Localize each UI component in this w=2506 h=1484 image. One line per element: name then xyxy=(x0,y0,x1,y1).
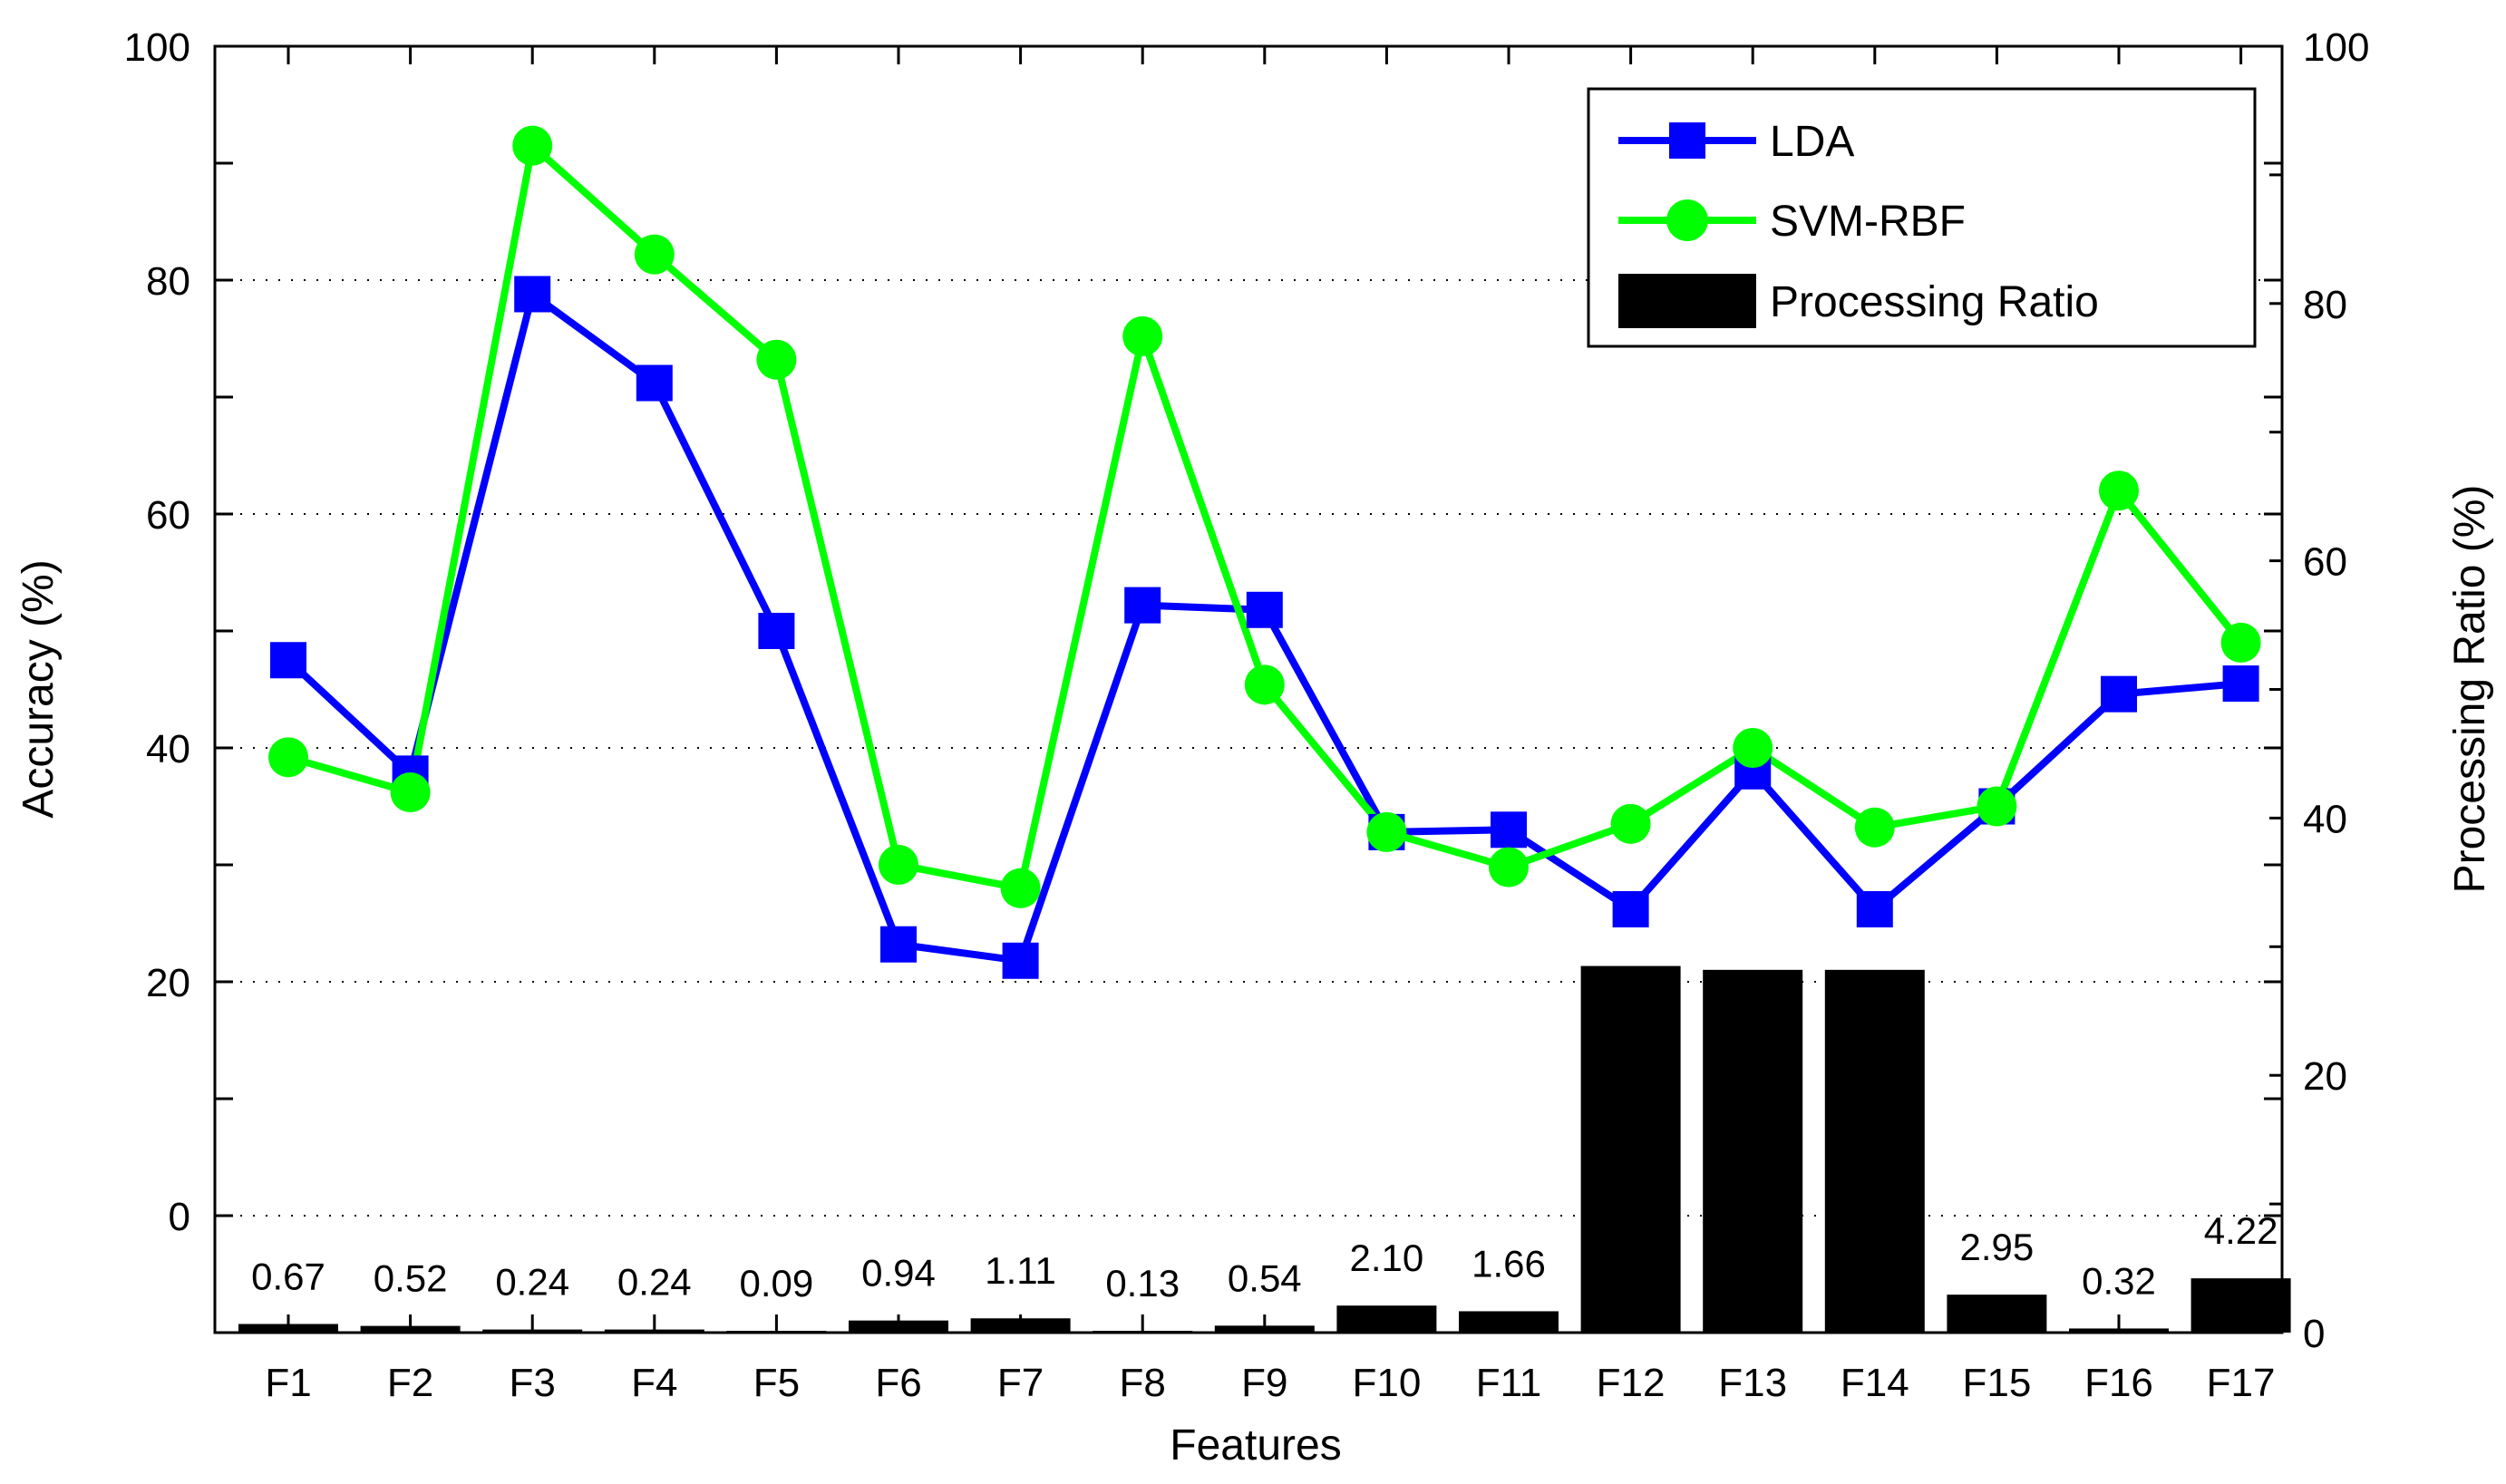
marker-svm-rbf-F1 xyxy=(268,737,308,778)
y-tick-label-left-20: 20 xyxy=(146,961,190,1005)
x-tick-label-F16: F16 xyxy=(2084,1361,2153,1405)
marker-svm-rbf-F8 xyxy=(1122,315,1163,356)
bar-label-F7: 1.11 xyxy=(985,1249,1056,1292)
bar-label-F1: 0.67 xyxy=(251,1255,325,1297)
markers xyxy=(268,125,2261,979)
marker-lda-F17 xyxy=(2222,665,2259,703)
x-tick-label-F14: F14 xyxy=(1841,1361,1909,1405)
legend-processing-swatch xyxy=(1618,274,1756,328)
marker-svm-rbf-F6 xyxy=(879,845,918,885)
legend: LDA SVM-RBF Processing Ratio xyxy=(1587,87,2257,348)
bar-label-F2: 0.52 xyxy=(374,1257,448,1300)
grid xyxy=(215,279,2282,1217)
y-tick-label-right-40: 40 xyxy=(2303,797,2347,841)
y-tick-label-left-80: 80 xyxy=(146,259,190,304)
marker-svm-rbf-F5 xyxy=(756,339,797,380)
bar-label-F8: 0.13 xyxy=(1105,1262,1180,1305)
y-tick-label-left-100: 100 xyxy=(124,25,190,70)
y-tick-label-right-60: 60 xyxy=(2303,540,2347,585)
y-axis-label-left: Accuracy (%) xyxy=(15,559,63,818)
y-tick-labels-right: 0 20 40 60 80 100 xyxy=(2303,25,2369,1356)
legend-lda-label: LDA xyxy=(1770,118,1854,166)
bar-F12 xyxy=(1580,965,1681,1333)
y-tick-label-left-0: 0 xyxy=(169,1195,190,1239)
x-tick-label-F17: F17 xyxy=(2207,1361,2276,1405)
x-tick-label-F15: F15 xyxy=(1962,1361,2031,1405)
x-tick-label-F2: F2 xyxy=(387,1361,433,1405)
bar-F14 xyxy=(1824,969,1925,1333)
y-tick-label-left-40: 40 xyxy=(146,727,190,771)
y-tick-label-right-100: 100 xyxy=(2303,25,2369,70)
x-tick-label-F11: F11 xyxy=(1476,1361,1542,1405)
x-tick-label-F3: F3 xyxy=(510,1361,556,1405)
x-tick-label-F4: F4 xyxy=(631,1361,677,1405)
marker-lda-F12 xyxy=(1612,891,1649,928)
bar-F13 xyxy=(1703,969,1803,1333)
marker-lda-F5 xyxy=(758,613,795,649)
y-tick-label-right-0: 0 xyxy=(2303,1312,2325,1356)
marker-lda-F1 xyxy=(270,642,306,679)
marker-lda-F8 xyxy=(1124,587,1161,624)
marker-lda-F9 xyxy=(1246,591,1283,628)
bar-label-F3: 0.24 xyxy=(495,1261,569,1304)
marker-lda-F11 xyxy=(1491,811,1527,849)
x-tick-label-F8: F8 xyxy=(1120,1361,1166,1405)
marker-svm-rbf-F10 xyxy=(1366,811,1407,852)
marker-svm-rbf-F12 xyxy=(1610,803,1651,844)
marker-lda-F6 xyxy=(880,926,917,963)
y-tick-label-right-20: 20 xyxy=(2303,1054,2347,1099)
marker-svm-rbf-F17 xyxy=(2220,622,2261,663)
bar-label-F11: 1.66 xyxy=(1472,1242,1546,1285)
y-tick-label-right-80: 80 xyxy=(2303,283,2347,327)
marker-svm-rbf-F7 xyxy=(1000,868,1041,908)
x-tick-label-F10: F10 xyxy=(1352,1361,1421,1405)
marker-svm-rbf-F16 xyxy=(2099,470,2139,511)
marker-lda-F14 xyxy=(1856,891,1893,928)
x-tick-label-F1: F1 xyxy=(265,1361,311,1405)
x-tick-label-F9: F9 xyxy=(1241,1361,1287,1405)
bar-label-F16: 0.32 xyxy=(2082,1259,2156,1302)
marker-svm-rbf-F2 xyxy=(390,772,431,813)
x-tick-label-F7: F7 xyxy=(997,1361,1044,1405)
legend-processing-label: Processing Ratio xyxy=(1770,278,2099,326)
legend-svm-marker xyxy=(1666,199,1708,241)
marker-lda-F16 xyxy=(2101,675,2137,713)
marker-lda-F7 xyxy=(1002,942,1039,979)
marker-lda-F3 xyxy=(514,276,551,313)
bar-label-F6: 0.94 xyxy=(861,1252,936,1295)
x-axis-label: Features xyxy=(1170,1421,1341,1469)
legend-lda-marker xyxy=(1669,122,1705,159)
bar-label-F9: 0.54 xyxy=(1228,1256,1302,1299)
ticks xyxy=(215,46,2282,1333)
y-tick-labels-left: 0 20 40 60 80 100 xyxy=(124,25,190,1239)
marker-svm-rbf-F9 xyxy=(1244,664,1285,705)
marker-lda-F4 xyxy=(636,364,673,402)
x-tick-label-F13: F13 xyxy=(1718,1361,1787,1405)
bar-label-F4: 0.24 xyxy=(617,1261,692,1304)
marker-svm-rbf-F14 xyxy=(1854,807,1895,848)
marker-svm-rbf-F3 xyxy=(512,125,553,166)
legend-svm-label: SVM-RBF xyxy=(1770,198,1966,246)
marker-svm-rbf-F13 xyxy=(1733,728,1773,768)
marker-svm-rbf-F11 xyxy=(1489,847,1529,887)
x-tick-label-F6: F6 xyxy=(875,1361,921,1405)
y-tick-label-left-60: 60 xyxy=(146,493,190,538)
bar-labels: 0.67 0.52 0.24 0.24 0.09 0.94 1.11 0.13 0.54 2.10… xyxy=(251,1209,2278,1305)
y-axis-label-right: Processing Ratio (%) xyxy=(2446,485,2494,894)
bar-label-F10: 2.10 xyxy=(1350,1237,1424,1279)
bar-label-F5: 0.09 xyxy=(740,1262,814,1305)
bar-label-F15: 2.95 xyxy=(1960,1226,2035,1268)
marker-svm-rbf-F15 xyxy=(1977,786,2017,827)
x-tick-labels: F1 F2 F3 F4 F5 F6 F7 F8 F9 F10 F11 F12 F13 F14 F15 F16 F… xyxy=(265,1361,2275,1405)
x-tick-label-F5: F5 xyxy=(753,1361,800,1405)
x-tick-label-F12: F12 xyxy=(1597,1361,1666,1405)
marker-svm-rbf-F4 xyxy=(634,234,675,275)
